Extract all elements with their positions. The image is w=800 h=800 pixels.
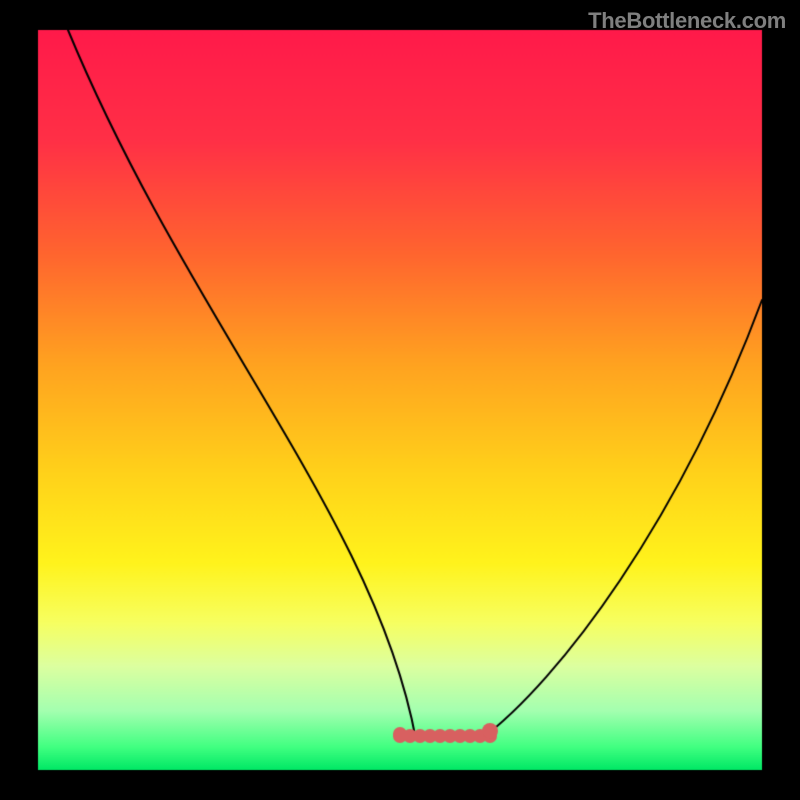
bottleneck-plot bbox=[0, 0, 800, 800]
watermark-label: TheBottleneck.com bbox=[588, 8, 786, 34]
